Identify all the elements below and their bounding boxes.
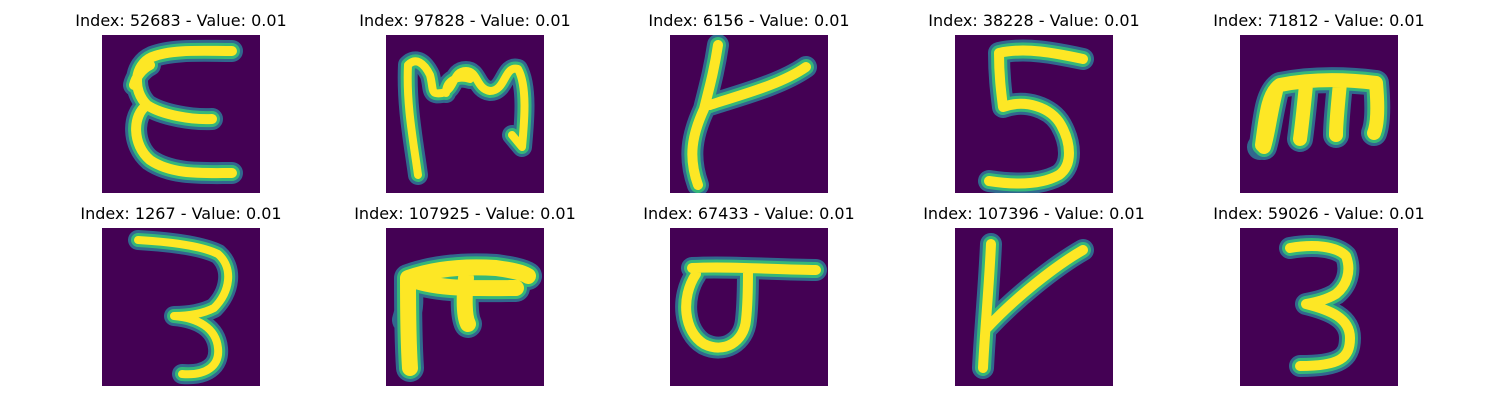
panel-title: Index: 67433 - Value: 0.01 <box>643 204 855 223</box>
panel-title: Index: 59026 - Value: 0.01 <box>1213 204 1425 223</box>
image-panel-6: Index: 1267 - Value: 0.01 <box>61 204 301 386</box>
glyph-image <box>670 35 828 193</box>
panel-title: Index: 1267 - Value: 0.01 <box>80 204 282 223</box>
image-panel-2: Index: 97828 - Value: 0.01 <box>345 11 585 193</box>
image-panel-1: Index: 52683 - Value: 0.01 <box>61 11 301 193</box>
image-panel-5: Index: 71812 - Value: 0.01 <box>1199 11 1439 193</box>
image-panel-3: Index: 6156 - Value: 0.01 <box>629 11 869 193</box>
image-panel-4: Index: 38228 - Value: 0.01 <box>914 11 1154 193</box>
image-panel-9: Index: 107396 - Value: 0.01 <box>914 204 1154 386</box>
panel-title: Index: 107925 - Value: 0.01 <box>354 204 576 223</box>
glyph-image <box>386 228 544 386</box>
image-panel-10: Index: 59026 - Value: 0.01 <box>1199 204 1439 386</box>
panel-title: Index: 107396 - Value: 0.01 <box>923 204 1145 223</box>
glyph-image <box>386 35 544 193</box>
glyph-image <box>955 228 1113 386</box>
glyph-image <box>1240 35 1398 193</box>
panel-title: Index: 71812 - Value: 0.01 <box>1213 11 1425 30</box>
glyph-image <box>102 228 260 386</box>
panel-title: Index: 52683 - Value: 0.01 <box>75 11 287 30</box>
glyph-image <box>102 35 260 193</box>
image-panel-8: Index: 67433 - Value: 0.01 <box>629 204 869 386</box>
image-panel-7: Index: 107925 - Value: 0.01 <box>345 204 585 386</box>
glyph-image <box>955 35 1113 193</box>
glyph-image <box>1240 228 1398 386</box>
glyph-image <box>670 228 828 386</box>
panel-title: Index: 6156 - Value: 0.01 <box>648 11 850 30</box>
panel-title: Index: 97828 - Value: 0.01 <box>359 11 571 30</box>
panel-title: Index: 38228 - Value: 0.01 <box>928 11 1140 30</box>
